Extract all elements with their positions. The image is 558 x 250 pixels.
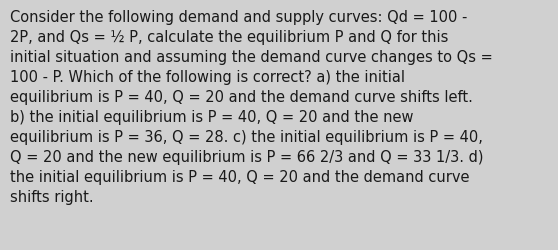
Text: Consider the following demand and supply curves: Qd = 100 -
2P, and Qs = ½ P, ca: Consider the following demand and supply…: [10, 10, 493, 204]
